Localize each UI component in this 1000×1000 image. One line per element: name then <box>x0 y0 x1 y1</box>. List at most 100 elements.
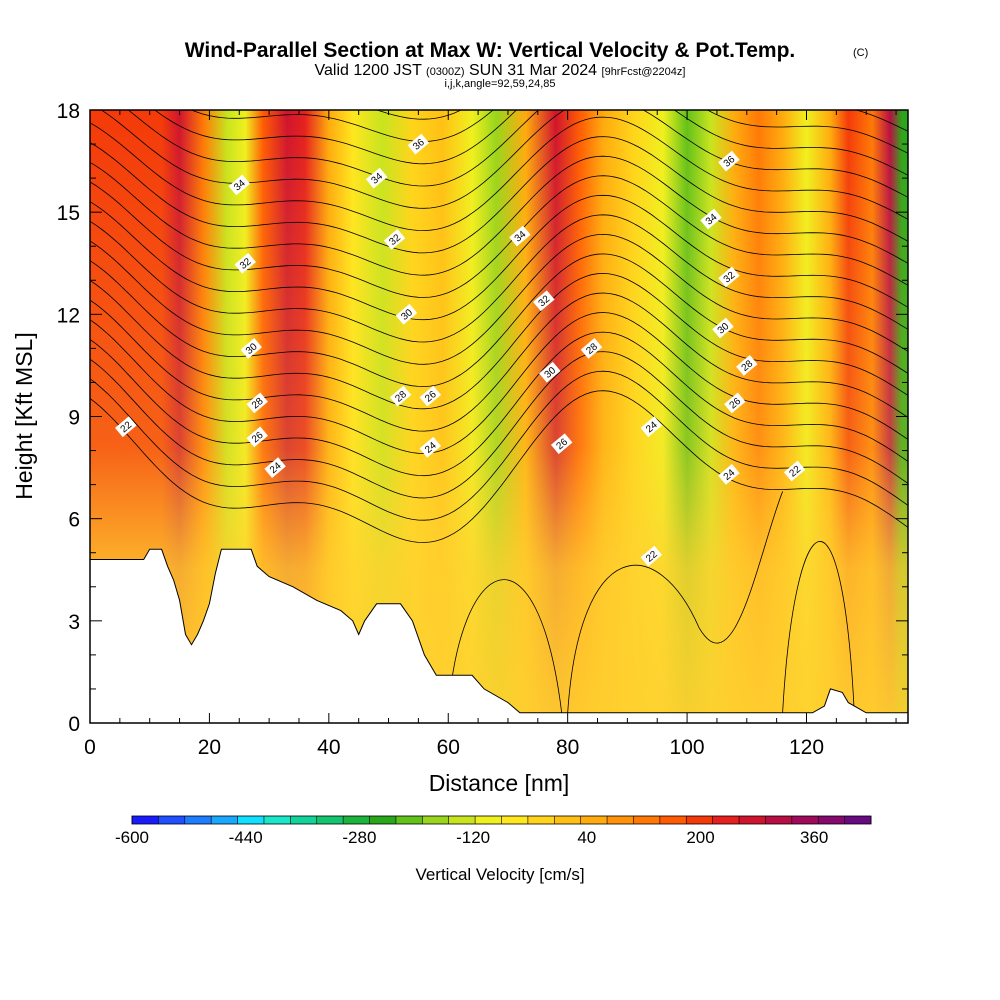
contour-label-bg <box>365 167 388 189</box>
contour-label-bg <box>383 229 406 250</box>
colorbar-swatch <box>237 816 265 824</box>
colorbar-swatch <box>395 816 423 824</box>
colorbar-swatch <box>501 816 529 824</box>
colorbar-swatch <box>343 816 370 824</box>
colorbar-swatch <box>132 816 159 824</box>
theta-contour-2 <box>90 351 908 499</box>
y-tick-label: 18 <box>57 100 80 123</box>
colorbar-swatch <box>290 816 318 824</box>
colorbar-swatch <box>580 816 608 824</box>
theta-contour-18 <box>190 110 908 142</box>
y-axis-title: Height [Kft MSL] <box>11 332 37 499</box>
x-tick-label: 120 <box>789 736 824 759</box>
colorbar-swatch <box>527 816 555 824</box>
subtitle-utc: (0300Z) <box>426 66 465 78</box>
axes: 0 20 40 60 80 100 120 0 3 6 9 12 15 18 <box>57 100 908 759</box>
theta-contour-10 <box>90 194 908 321</box>
colorbar-tick-label: -280 <box>342 828 376 847</box>
colorbar-swatch <box>554 816 581 824</box>
chart-title-mark: (C) <box>853 47 868 59</box>
x-tick-label: 40 <box>317 736 340 759</box>
y-tick-label: 0 <box>68 713 80 736</box>
theta-contour-15 <box>100 110 908 209</box>
colorbar-swatch <box>712 816 740 824</box>
colorbar-title: Vertical Velocity [cm/s] <box>415 865 584 884</box>
y-tick-label: 6 <box>68 509 80 532</box>
colorbar-tick-label: 200 <box>686 828 714 847</box>
contour-label-bg <box>712 317 734 339</box>
colorbar-swatch <box>475 816 502 824</box>
contour-label-bg <box>246 392 268 414</box>
chart-subtitle-indices: i,j,k,angle=92,59,24,85 <box>444 78 555 90</box>
colorbar-swatch <box>316 816 344 824</box>
contour-label-bg <box>234 252 256 274</box>
theta-contour-6 <box>90 272 908 410</box>
colorbar-swatch <box>211 816 238 824</box>
theta-contour-low-c <box>782 541 855 713</box>
chart-subtitle: Valid 1200 JST (0300Z) SUN 31 Mar 2024 [… <box>315 62 686 79</box>
y-tick-label: 3 <box>68 611 80 634</box>
colorbar-swatch <box>369 816 397 824</box>
colorbar-swatch <box>633 816 661 824</box>
x-axis-title: Distance [nm] <box>429 770 570 796</box>
colorbar-tick-label: 40 <box>577 828 596 847</box>
colorbar-swatch <box>844 816 872 824</box>
contour-label-bg <box>115 416 137 438</box>
theta-contour-16 <box>127 110 908 187</box>
x-tick-label: 100 <box>670 736 705 759</box>
terrain-mask <box>90 548 908 723</box>
colorbar-swatch <box>791 816 819 824</box>
contour-label-bg <box>264 457 286 478</box>
contour-label-bg <box>700 208 722 230</box>
x-tick-label: 60 <box>437 736 460 759</box>
colorbar: -600 -440 -280 -120 40 200 360 <box>115 815 872 847</box>
contour-label-bg <box>509 225 531 247</box>
theta-contour-0 <box>90 390 908 543</box>
contour-label-bg <box>783 460 806 482</box>
contour-label-bg <box>718 464 740 485</box>
theta-contour-3 <box>90 331 908 477</box>
colorbar-swatch <box>765 816 793 824</box>
potential-temperature-contours <box>90 110 908 713</box>
y-tick-label: 12 <box>57 304 80 327</box>
colorbar-swatch <box>448 816 476 824</box>
theta-contour-17 <box>154 110 908 165</box>
colorbar-swatch <box>659 816 687 824</box>
colorbar-swatch <box>818 816 845 824</box>
x-tick-label: 0 <box>84 736 96 759</box>
theta-contour-14 <box>90 116 908 232</box>
colorbar-swatch <box>739 816 766 824</box>
colorbar-tick-label: 360 <box>800 828 828 847</box>
y-tick-label: 9 <box>68 407 80 430</box>
contour-label-bg <box>533 290 555 312</box>
contour-label-bg <box>240 338 262 359</box>
contour-label-bg <box>640 416 663 438</box>
theta-contour-low-b <box>567 491 783 713</box>
subtitle-date: SUN 31 Mar 2024 <box>465 62 602 79</box>
theta-contour-8 <box>90 233 908 365</box>
contour-label-bg <box>718 266 740 288</box>
chart-title: Wind-Parallel Section at Max W: Vertical… <box>185 39 796 62</box>
theta-contour-1 <box>90 370 908 521</box>
contour-label-bg <box>228 174 251 196</box>
theta-contour-13 <box>90 136 908 254</box>
contour-label-bg <box>389 385 412 407</box>
contour-label-bg <box>246 426 268 448</box>
contour-label-bg <box>539 361 561 383</box>
theta-contour-12 <box>90 155 908 276</box>
contour-label-bg <box>718 150 740 172</box>
contour-label-bg <box>640 545 663 567</box>
contour-label-bg <box>736 355 758 376</box>
x-tick-label: 80 <box>556 736 579 759</box>
contour-label-bg <box>724 392 746 414</box>
contour-label-bg <box>550 433 573 455</box>
theta-contour-7 <box>90 253 908 388</box>
theta-contour-9 <box>90 214 908 343</box>
colorbar-swatch <box>184 816 212 824</box>
colorbar-tick-label: -600 <box>115 828 149 847</box>
contour-label-bg <box>407 133 430 155</box>
subtitle-valid: Valid 1200 JST <box>315 62 426 79</box>
contour-label-bg <box>419 436 442 458</box>
theta-contour-4 <box>90 312 908 454</box>
